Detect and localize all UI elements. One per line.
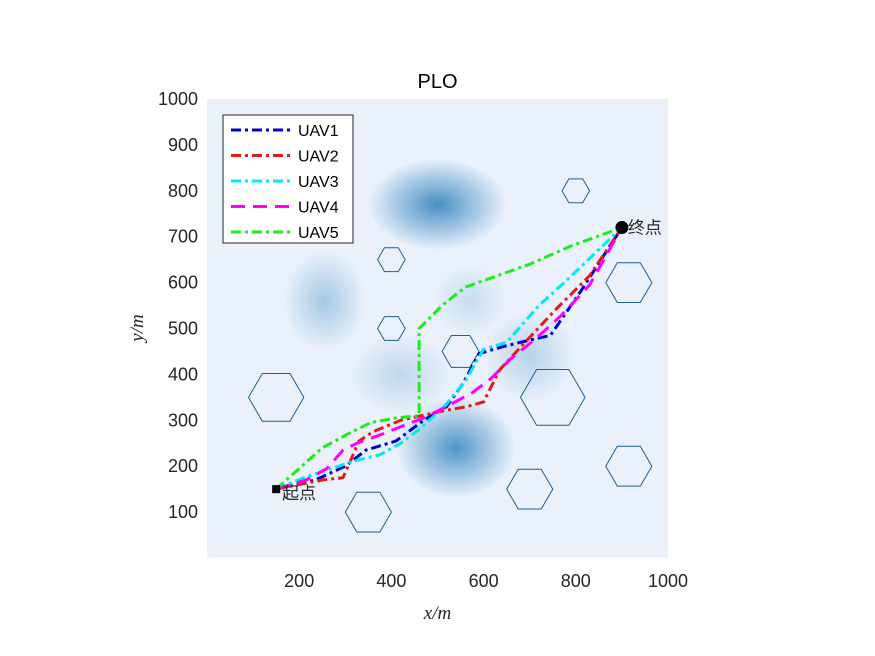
y-tick-label: 400 <box>168 364 198 384</box>
threat-area <box>283 250 367 352</box>
legend-label: UAV4 <box>298 200 339 217</box>
y-tick-label: 500 <box>168 319 198 339</box>
y-tick-label: 100 <box>168 502 198 522</box>
threat-area <box>396 397 516 499</box>
x-tick-label: 1000 <box>648 571 688 591</box>
legend-box <box>222 114 354 244</box>
x-tick-label: 200 <box>284 571 314 591</box>
end-marker <box>615 221 629 235</box>
obstacle-hexagon <box>519 369 586 426</box>
x-tick-labels: 200 400 600 800 1000 <box>284 571 688 591</box>
obstacle-hexagon <box>247 373 305 422</box>
endpoint-markers: 起点 终点 <box>272 219 662 504</box>
obstacle-hexagon <box>377 316 406 341</box>
obstacle-hexagon <box>605 262 653 303</box>
legend-label: UAV2 <box>298 149 339 166</box>
x-tick-label: 800 <box>561 571 591 591</box>
path-uav5 <box>275 226 623 491</box>
legend-label: UAV3 <box>298 174 339 191</box>
path-uav4 <box>275 226 624 491</box>
y-tick-label: 800 <box>168 181 198 201</box>
end-label: 终点 <box>628 219 662 239</box>
threat-density-layer <box>283 158 576 499</box>
threat-area <box>368 158 507 251</box>
y-tick-label: 600 <box>168 273 198 293</box>
start-marker <box>272 485 281 494</box>
y-tick-label: 1000 <box>158 89 198 109</box>
y-tick-label: 200 <box>168 456 198 476</box>
x-axis-label: x/m <box>423 603 451 624</box>
legend-label: UAV1 <box>298 123 339 140</box>
obstacle-hexagon <box>344 491 392 533</box>
threat-area <box>432 264 507 338</box>
obstacle-hexagon <box>605 445 653 487</box>
y-tick-label: 900 <box>168 135 198 155</box>
obstacle-hexagon <box>441 335 480 368</box>
chart-title: PLO <box>417 71 457 93</box>
start-label: 起点 <box>282 484 316 504</box>
obstacle-layer <box>247 178 653 533</box>
y-axis-label: y/m <box>127 314 148 343</box>
x-tick-label: 600 <box>469 571 499 591</box>
obstacle-hexagon <box>561 178 591 204</box>
y-tick-labels: 100 200 300 400 500 600 700 800 900 1000 <box>158 89 198 522</box>
path-uav3 <box>275 226 623 491</box>
y-tick-label: 300 <box>168 410 198 430</box>
legend: UAV1 UAV2 UAV3 UAV4 UAV5 <box>222 114 354 244</box>
x-tick-label: 400 <box>376 571 406 591</box>
threat-area <box>349 333 452 416</box>
uav-path-layer <box>275 226 624 491</box>
obstacle-hexagon <box>377 247 406 273</box>
legend-label: UAV5 <box>298 225 339 242</box>
obstacle-hexagon <box>506 468 554 510</box>
path-uav2 <box>275 226 624 491</box>
y-tick-label: 700 <box>168 227 198 247</box>
